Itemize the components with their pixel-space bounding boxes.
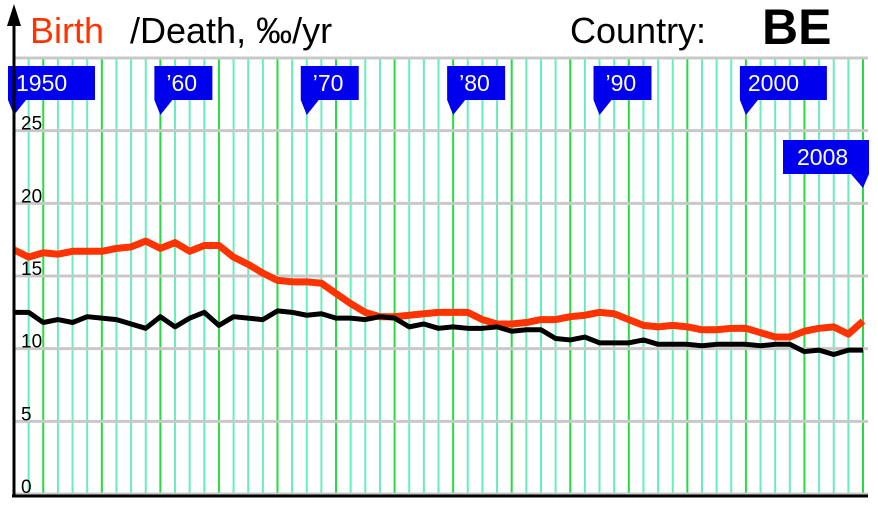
year-flags: 1950 ’60 ’70 ’80 ’90 2000 2008 <box>8 66 869 188</box>
flag-label: ’80 <box>459 70 490 96</box>
y-tick-labels: 0 5 10 15 20 25 <box>21 114 42 498</box>
y-tick-25: 25 <box>21 114 42 135</box>
title-death: /Death, ‰/yr <box>130 10 332 51</box>
flag-2008: 2008 <box>783 140 869 188</box>
y-tick-0: 0 <box>21 477 32 498</box>
flag-1980: ’80 <box>447 66 506 115</box>
flag-label: 2000 <box>748 70 799 96</box>
flag-1970: ’70 <box>300 66 359 115</box>
flag-label: ’70 <box>313 70 344 96</box>
flag-label: 1950 <box>16 70 67 96</box>
flag-1950: 1950 <box>8 66 95 115</box>
title-birth: Birth <box>30 10 104 51</box>
flag-2000: 2000 <box>739 66 827 115</box>
y-tick-20: 20 <box>21 186 42 207</box>
flag-label: ’60 <box>166 70 197 96</box>
flag-1990: ’90 <box>593 66 652 115</box>
flag-label: 2008 <box>797 144 848 170</box>
horizontal-gridlines <box>14 56 868 496</box>
y-tick-10: 10 <box>21 332 42 353</box>
y-tick-5: 5 <box>21 404 32 425</box>
y-tick-15: 15 <box>21 259 42 280</box>
series-lines <box>12 237 866 357</box>
country-code: BE <box>762 0 831 55</box>
flag-1960: ’60 <box>154 66 213 115</box>
flag-label: ’90 <box>606 70 637 96</box>
country-label: Country: <box>570 10 706 51</box>
y-axis-arrow-icon <box>7 4 21 26</box>
